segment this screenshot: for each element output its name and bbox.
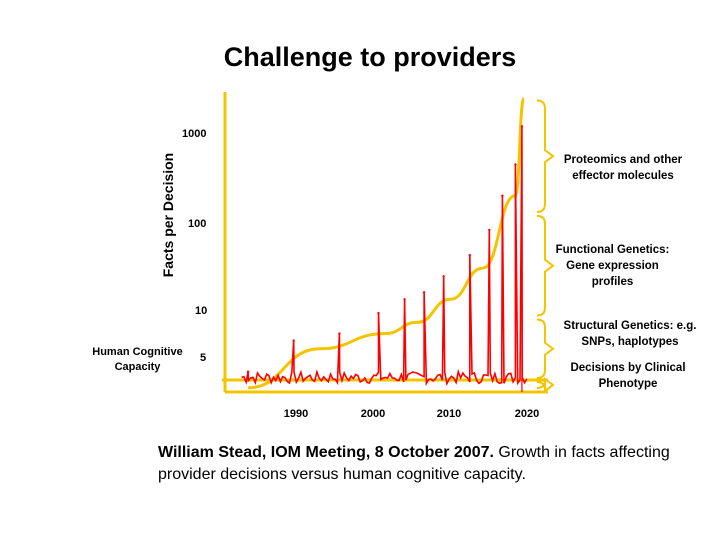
band-brace <box>536 376 555 393</box>
band-label-proteomics: Proteomics and other effector molecules <box>563 154 683 182</box>
facts-peak-point <box>501 194 504 197</box>
facts-peak-point <box>246 370 250 373</box>
caption-source: William Stead, IOM Meeting, 8 October 20… <box>158 444 494 461</box>
facts-peak-point <box>488 228 491 232</box>
facts-peak-point <box>403 298 406 301</box>
band-label-functional-genetics: Functional Genetics: Gene expression pro… <box>555 244 670 288</box>
facts-peak-point <box>422 291 426 294</box>
y-tick-label: 100 <box>188 218 207 230</box>
y-tick-label: 1000 <box>182 128 207 140</box>
band-brace <box>536 318 555 379</box>
caption: William Stead, IOM Meeting, 8 October 20… <box>158 442 678 486</box>
facts-peak-point <box>292 339 295 342</box>
y-tick-label: 10 <box>195 305 208 317</box>
chart-title: Challenge to providers <box>223 42 517 72</box>
growth-envelope-curve <box>248 96 526 390</box>
x-tick-label: 2010 <box>436 408 462 420</box>
facts-series-line <box>241 126 528 387</box>
band-label-clinical-phenotype: Decisions by Clinical Phenotype <box>570 362 686 390</box>
x-tick-label: 2020 <box>514 408 540 420</box>
caption-text: Growth in facts affecting provider decis… <box>158 444 670 483</box>
band-brace <box>536 99 555 213</box>
band-brace <box>536 214 555 317</box>
x-tick-label: 2000 <box>360 408 386 420</box>
facts-peak-point <box>468 253 471 257</box>
facts-peak-point <box>377 312 380 315</box>
facts-peak-point <box>514 163 517 166</box>
facts-peak-point <box>338 332 341 335</box>
y-tick-label: 5 <box>200 352 207 364</box>
x-tick-label: 1990 <box>283 408 309 420</box>
human-cognitive-capacity-label: Human Cognitive Capacity <box>92 346 183 373</box>
facts-peak-point <box>442 275 445 278</box>
band-label-structural-genetics: Structural Genetics: e.g. SNPs, haplotyp… <box>563 320 697 348</box>
